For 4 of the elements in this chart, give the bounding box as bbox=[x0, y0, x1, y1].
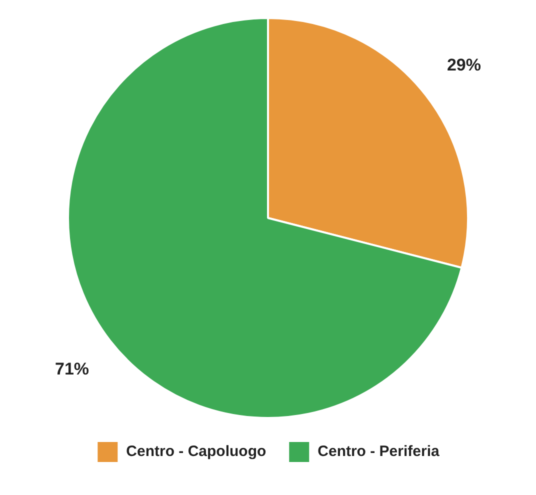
legend-label: Centro - Capoluogo bbox=[126, 443, 266, 460]
legend-label: Centro - Periferia bbox=[318, 443, 440, 460]
data-label: 71% bbox=[55, 360, 90, 379]
data-label: 29% bbox=[446, 56, 481, 75]
